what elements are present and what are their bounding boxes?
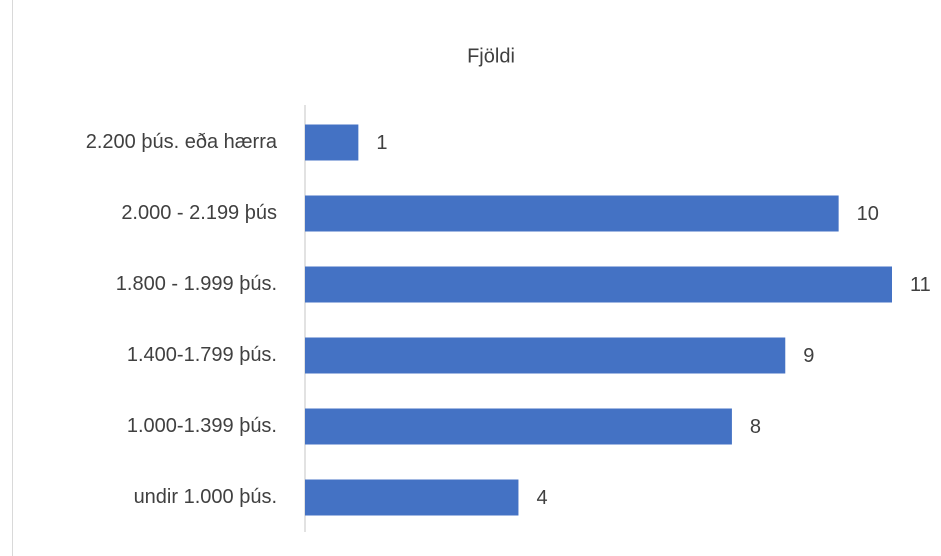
bar <box>305 195 839 232</box>
bar <box>305 124 359 161</box>
y-tick-label: 2.200 þús. eða hærra <box>86 131 278 153</box>
bar <box>305 266 892 303</box>
bar <box>305 337 786 374</box>
y-tick-label: 1.000-1.399 þús. <box>127 415 277 437</box>
data-label: 11 <box>910 274 931 296</box>
data-label: 1 <box>376 132 387 154</box>
chart-title: Fjöldi <box>467 45 515 67</box>
y-tick-label: 1.400-1.799 þús. <box>127 344 277 366</box>
data-label: 8 <box>750 416 761 438</box>
bar <box>305 408 732 445</box>
y-tick-label: undir 1.000 þús. <box>134 486 277 508</box>
bar <box>305 479 519 516</box>
y-tick-label: 1.800 - 1.999 þús. <box>116 273 277 295</box>
data-label: 10 <box>857 203 879 225</box>
data-label: 4 <box>536 487 547 509</box>
y-tick-label: 2.000 - 2.199 þús <box>121 202 277 224</box>
data-label: 9 <box>803 345 814 367</box>
